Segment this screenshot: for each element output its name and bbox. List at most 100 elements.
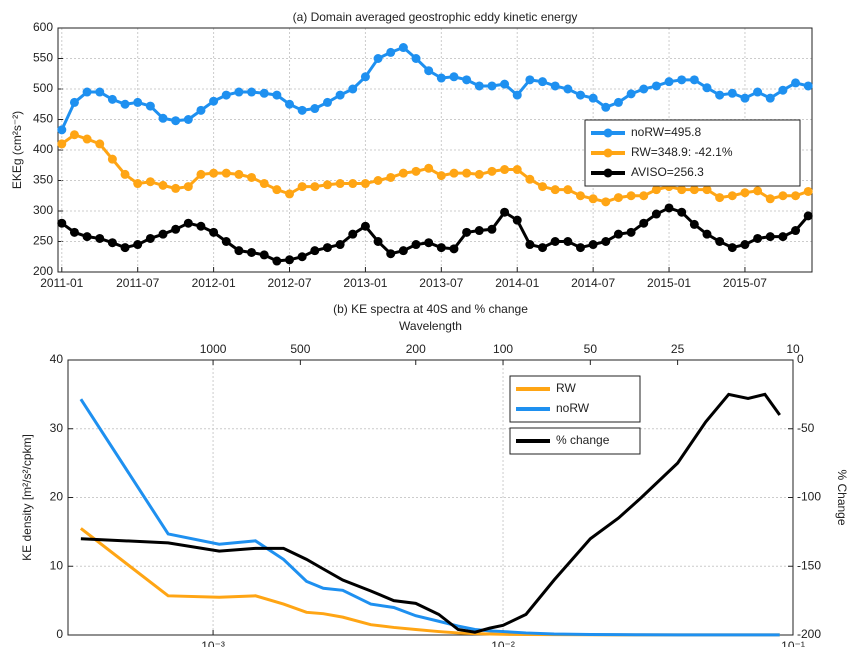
marker: [158, 180, 168, 190]
marker: [82, 134, 92, 144]
y-tick-label: 400: [33, 142, 53, 156]
marker: [373, 54, 383, 63]
marker: [183, 115, 193, 124]
marker: [436, 171, 446, 181]
y-tick-label: 500: [33, 81, 53, 95]
marker: [209, 227, 219, 237]
marker: [436, 243, 446, 253]
plot-frame: [67, 359, 794, 636]
marker: [588, 240, 598, 250]
marker: [436, 73, 446, 83]
marker: [550, 237, 560, 246]
y-tick-label: 250: [33, 234, 53, 248]
x-tick-label: 2011-01: [40, 276, 83, 290]
x-tick-label: 2015-01: [647, 276, 691, 290]
marker: [525, 174, 535, 184]
y-tick-label: 30: [50, 421, 64, 435]
marker: [740, 188, 750, 198]
marker: [563, 84, 573, 94]
marker: [398, 168, 408, 178]
marker: [259, 179, 269, 189]
marker: [753, 186, 763, 196]
marker: [285, 189, 295, 199]
marker: [272, 185, 282, 195]
marker: [82, 232, 92, 242]
legend-label: AVISO=256.3: [631, 165, 704, 179]
marker: [234, 87, 244, 97]
y-tick-label: 10: [50, 558, 64, 572]
marker: [183, 182, 193, 192]
marker: [563, 237, 573, 246]
series-line: [80, 392, 781, 634]
marker: [740, 93, 750, 103]
y-tick-label: 40: [50, 352, 64, 366]
marker: [133, 240, 143, 250]
marker: [500, 165, 510, 175]
marker: [791, 191, 801, 201]
y-tick-label: 600: [33, 20, 53, 34]
marker: [209, 96, 219, 106]
y2-tick-label: -200: [797, 627, 821, 641]
y2-tick-label: -100: [797, 490, 821, 504]
marker: [247, 247, 257, 257]
marker: [424, 238, 434, 248]
marker: [95, 87, 105, 97]
marker: [247, 172, 257, 182]
marker: [525, 240, 535, 250]
x-tick-label: 2012-07: [267, 276, 311, 290]
marker: [689, 185, 699, 195]
x-tick-label: 2014-01: [495, 276, 539, 290]
marker: [664, 77, 674, 87]
marker: [677, 207, 687, 217]
marker: [145, 101, 155, 111]
marker: [664, 203, 674, 213]
marker: [145, 233, 155, 243]
marker: [487, 224, 497, 234]
marker: [221, 237, 231, 246]
marker: [335, 90, 345, 100]
x2-tick-label: 50: [584, 342, 598, 356]
marker: [107, 154, 117, 164]
marker: [753, 233, 763, 243]
y-tick-label: 0: [56, 627, 63, 641]
x2-tick-label: 1000: [200, 342, 227, 356]
marker: [145, 177, 155, 187]
legend-box: [509, 375, 641, 423]
marker: [158, 229, 168, 239]
marker: [386, 249, 396, 259]
y-tick-label: 550: [33, 51, 53, 65]
marker: [310, 104, 320, 114]
marker: [462, 227, 472, 237]
marker: [411, 240, 421, 250]
chart-title: (a) Domain averaged geostrophic eddy kin…: [293, 10, 578, 24]
marker: [57, 139, 67, 149]
marker: [297, 105, 307, 115]
marker: [487, 81, 497, 91]
marker: [310, 182, 320, 192]
x-tick-label: 2013-07: [419, 276, 463, 290]
marker: [234, 169, 244, 179]
marker: [310, 246, 320, 256]
marker: [588, 93, 598, 103]
marker: [500, 207, 510, 217]
marker: [373, 237, 383, 246]
marker: [57, 218, 67, 228]
marker: [487, 166, 497, 176]
marker: [727, 243, 737, 253]
marker: [677, 75, 687, 85]
marker: [322, 180, 332, 190]
x-tick-label: 10⁻¹: [781, 639, 805, 647]
marker: [462, 168, 472, 178]
marker: [550, 81, 560, 91]
marker: [360, 72, 370, 82]
marker: [474, 226, 484, 236]
y-tick-label: 300: [33, 203, 53, 217]
marker: [715, 90, 725, 100]
marker: [613, 97, 623, 107]
marker: [424, 66, 434, 76]
x2-tick-label: 10: [786, 342, 800, 356]
marker: [411, 166, 421, 176]
legend-marker: [603, 148, 613, 158]
marker: [677, 185, 687, 195]
